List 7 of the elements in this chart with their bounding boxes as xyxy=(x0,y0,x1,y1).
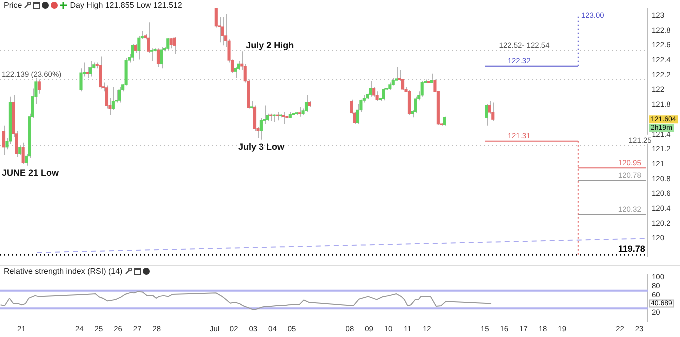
annotation: July 3 Low xyxy=(238,142,286,152)
chart-title: Relative strength index (RSI) (14) xyxy=(4,267,123,276)
annotation: JUNE 21 Low xyxy=(2,168,60,178)
chart-subtitle: Day High 121.855 Low 121.512 xyxy=(70,1,182,10)
annotation: July 2 High xyxy=(246,40,294,51)
annotation: 119.78 xyxy=(618,244,646,254)
chart-title: Price xyxy=(4,1,22,10)
